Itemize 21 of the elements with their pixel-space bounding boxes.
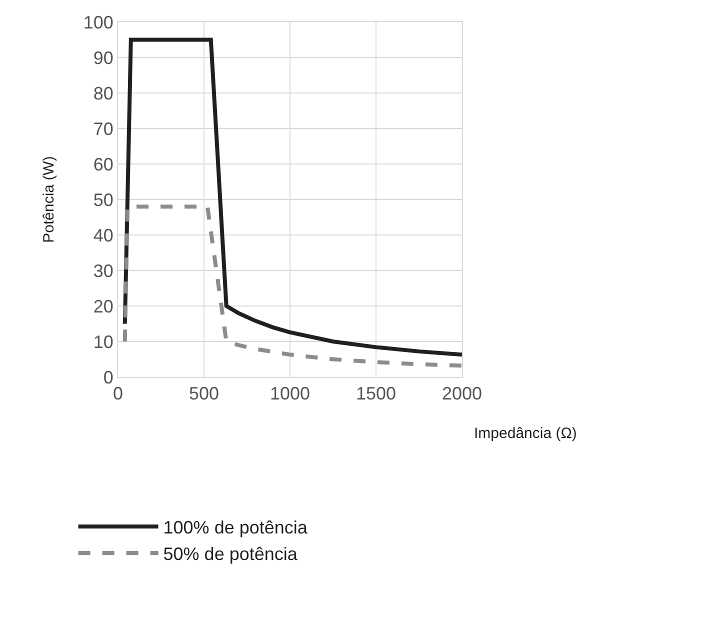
x-tick-label: 2000 [442, 384, 482, 404]
y-tick-label: 10 [93, 332, 114, 352]
y-tick-label: 90 [93, 48, 114, 68]
legend-label: 50% de potência [163, 544, 298, 564]
y-axis-title: Potência (W) [40, 156, 58, 243]
y-tick-label: 30 [93, 260, 114, 281]
y-tick-label: 70 [93, 118, 114, 139]
line-series [122, 38, 462, 357]
x-tick-label: 1500 [356, 384, 396, 404]
y-tick-label: 20 [93, 296, 114, 316]
y-tick-label: 60 [93, 154, 114, 174]
x-tick-label: 1000 [270, 384, 310, 404]
y-tick-label: 50 [93, 190, 114, 210]
x-tick-label: 500 [188, 384, 220, 404]
x-axis-title: Impedância (Ω) [474, 425, 577, 442]
y-tick-label: 100 [83, 12, 114, 32]
y-tick-label: 0 [103, 367, 114, 388]
legend-label: 100% de potência [163, 518, 308, 538]
y-tick-label: 40 [93, 225, 114, 246]
y-tick-label: 80 [93, 83, 114, 104]
line-series [122, 204, 462, 368]
